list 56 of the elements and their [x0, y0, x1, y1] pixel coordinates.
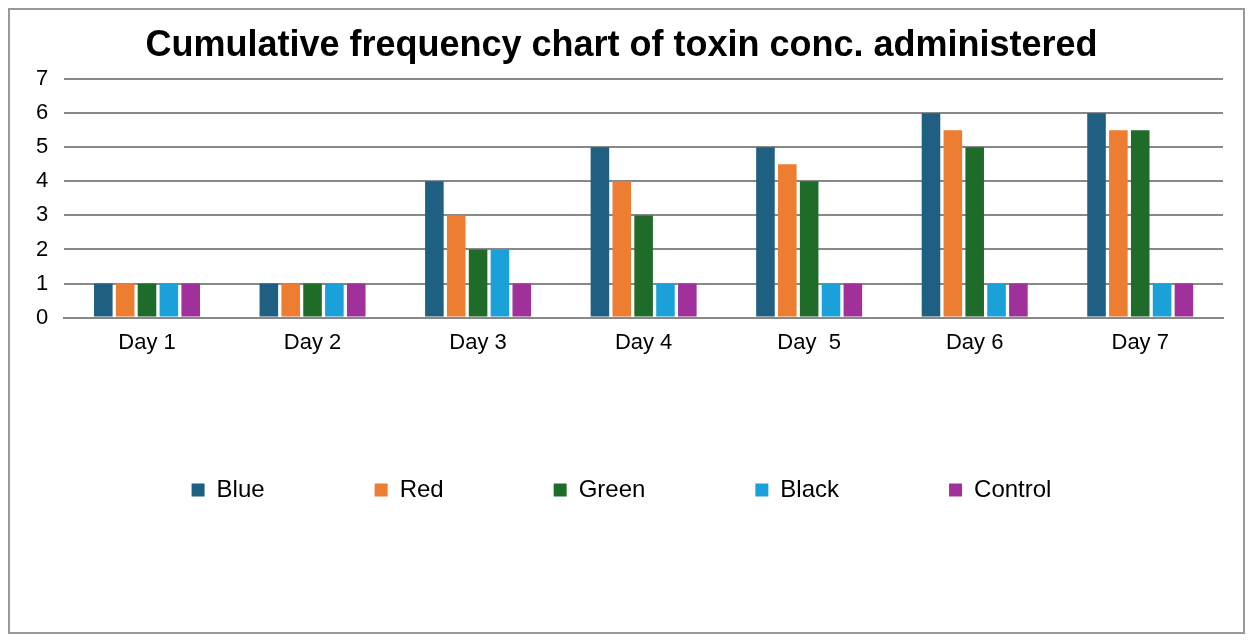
bar — [346, 283, 366, 317]
bar — [94, 283, 113, 317]
bar — [159, 283, 179, 317]
bar — [259, 283, 279, 317]
y-tick-label: 2 — [35, 235, 49, 261]
x-tick-label: Day 7 — [1111, 328, 1169, 354]
chart-title: Cumulative frequency chart of toxin conc. administered — [145, 22, 1098, 64]
y-tick-label: 0 — [35, 303, 49, 329]
bar — [1087, 113, 1106, 317]
bar — [137, 283, 157, 317]
x-tick-label: Day 1 — [118, 328, 176, 354]
bar — [678, 283, 697, 317]
x-tick-label: Day 5 — [777, 328, 841, 354]
bar — [634, 215, 653, 317]
bar — [656, 283, 675, 317]
legend-label: Green — [578, 474, 646, 502]
bar — [115, 283, 135, 317]
bar — [943, 130, 963, 317]
bar — [281, 283, 300, 317]
legend-label: Red — [399, 474, 444, 502]
bar — [468, 249, 488, 317]
y-tick-label: 7 — [35, 65, 49, 91]
x-tick-label: Day 6 — [945, 328, 1004, 354]
legend-label: Black — [780, 474, 841, 502]
legend-label: Blue — [216, 474, 265, 502]
y-tick-label: 3 — [35, 201, 49, 227]
bar — [1130, 130, 1150, 317]
bar — [590, 147, 610, 317]
bar — [778, 164, 797, 317]
bar — [799, 181, 819, 317]
bar — [921, 113, 941, 317]
legend-label: Control — [974, 474, 1052, 502]
y-tick-label: 1 — [35, 269, 49, 295]
bar — [1109, 130, 1128, 317]
x-tick-label: Day 4 — [614, 328, 673, 354]
bar — [843, 283, 863, 317]
x-tick-label: Day 2 — [283, 328, 342, 354]
bar — [303, 283, 322, 317]
bar — [446, 215, 466, 317]
bar — [512, 283, 532, 317]
bar — [965, 147, 984, 317]
y-tick-label: 5 — [35, 133, 49, 159]
bar — [490, 249, 510, 317]
bar — [821, 283, 841, 317]
bar — [181, 283, 200, 317]
x-tick-label: Day 3 — [449, 328, 507, 354]
bar — [987, 283, 1006, 317]
bar — [1152, 283, 1172, 317]
y-tick-label: 4 — [35, 167, 49, 193]
bar — [325, 283, 344, 317]
bar — [1174, 283, 1194, 317]
bar — [756, 147, 775, 317]
bar — [1009, 283, 1028, 317]
bar — [425, 181, 444, 317]
bar — [612, 181, 632, 317]
y-tick-label: 6 — [35, 99, 49, 125]
